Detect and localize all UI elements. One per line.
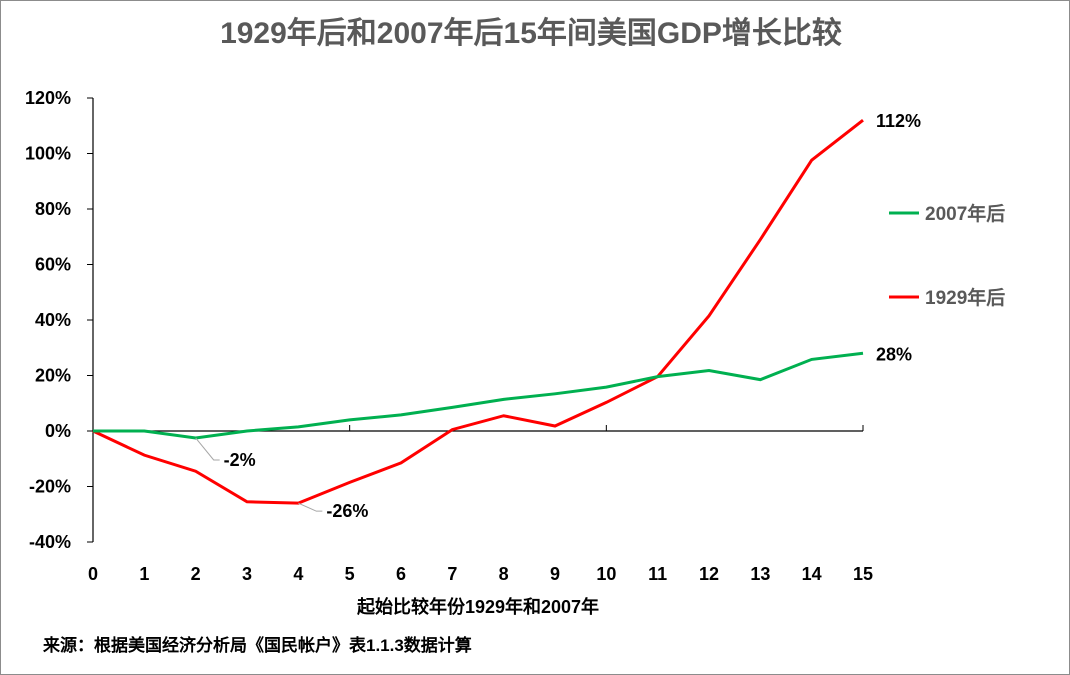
x-tick-label: 9 [550, 564, 560, 584]
chart-title: 1929年后和2007年后15年间美国GDP增长比较 [220, 16, 842, 50]
x-tick-label: 14 [802, 564, 822, 584]
x-tick-label: 8 [499, 564, 509, 584]
leader-line [298, 502, 323, 512]
x-axis-label: 起始比较年份1929年和2007年 [356, 596, 599, 617]
y-tick-label: 120% [25, 88, 71, 108]
x-tick-label: 6 [396, 564, 406, 584]
x-tick-label: 10 [596, 564, 616, 584]
y-tick-label: 40% [35, 310, 71, 330]
x-tick-label: 4 [293, 564, 303, 584]
x-tick-label: 11 [648, 564, 667, 584]
data-label: 28% [876, 344, 912, 364]
x-tick-label: 5 [345, 564, 355, 584]
data-label: -26% [326, 501, 368, 521]
x-tick-label: 0 [88, 564, 98, 584]
y-tick-label: 20% [35, 366, 71, 386]
y-tick-label: 100% [25, 144, 71, 164]
source-note: 来源：根据美国经济分析局《国民帐户》表1.1.3数据计算 [42, 635, 472, 655]
x-tick-label: 1 [139, 564, 149, 584]
series-line-2007年后 [93, 351, 864, 440]
x-tick-label: 3 [242, 564, 252, 584]
data-label: -2% [224, 450, 256, 470]
legend-label: 2007年后 [925, 202, 1005, 225]
y-tick-label: 0% [45, 421, 71, 441]
x-tick-label: 12 [699, 564, 719, 584]
x-tick-label: 13 [750, 564, 770, 584]
y-tick-label: -40% [29, 532, 71, 552]
x-tick-label: 7 [447, 564, 457, 584]
y-tick-label: 60% [35, 255, 71, 275]
data-label: 112% [876, 111, 921, 131]
y-tick-label: 80% [35, 199, 71, 219]
series-line-1929年后 [92, 119, 864, 505]
leader-line [195, 437, 220, 461]
y-tick-label: -20% [29, 477, 71, 497]
legend-label: 1929年后 [925, 286, 1005, 309]
x-tick-label: 2 [191, 564, 201, 584]
x-tick-label: 15 [853, 564, 873, 584]
